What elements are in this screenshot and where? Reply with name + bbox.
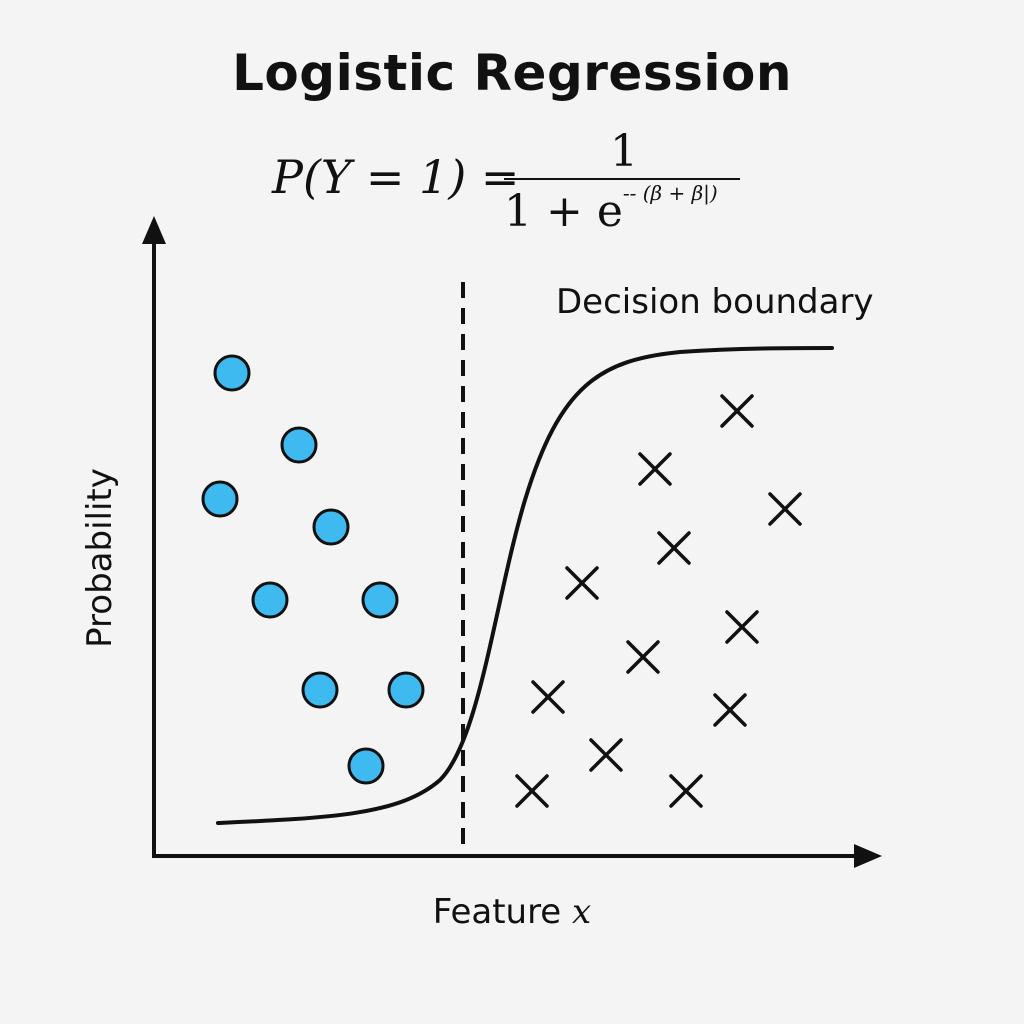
cross-point [638, 452, 672, 486]
circle-point [312, 508, 350, 546]
formula-numerator: 1 [610, 126, 638, 177]
formula-lhs: P(Y = 1) = [272, 150, 520, 204]
cross-stroke [720, 394, 754, 428]
formula-denominator: 1 + e-- (β + β|) [504, 181, 718, 237]
cross-point [531, 680, 565, 714]
sigmoid-curve [216, 346, 834, 825]
cross-point [720, 394, 754, 428]
diagram-title: Logistic Regression [232, 44, 792, 102]
cross-point [768, 492, 802, 526]
cross-point [515, 774, 549, 808]
cross-point [669, 774, 703, 808]
cross-stroke [713, 693, 747, 727]
cross-stroke [531, 680, 565, 714]
cross-stroke [768, 492, 802, 526]
cross-point [657, 531, 691, 565]
cross-point [589, 738, 623, 772]
cross-point [713, 693, 747, 727]
cross-stroke [565, 566, 599, 600]
circle-point [201, 480, 239, 518]
cross-stroke [626, 640, 660, 674]
class-0-points [201, 354, 425, 785]
cross-stroke [515, 774, 549, 808]
x-axis-label-text: Feature [432, 892, 562, 932]
circle-point [347, 747, 385, 785]
y-axis-arrow [142, 216, 166, 244]
cross-stroke [589, 738, 623, 772]
cross-point [565, 566, 599, 600]
x-axis-variable: x [572, 892, 592, 932]
circle-point [280, 426, 318, 464]
x-axis-arrow [854, 844, 882, 868]
decision-boundary-label: Decision boundary [556, 282, 874, 322]
cross-stroke [638, 452, 672, 486]
fraction-bar [504, 178, 740, 180]
circle-point [361, 581, 399, 619]
x-axis-label: Feature x [0, 892, 1024, 932]
circle-point [387, 671, 425, 709]
cross-stroke [657, 531, 691, 565]
cross-point [725, 610, 759, 644]
circle-point [251, 581, 289, 619]
class-1-points [515, 394, 802, 808]
circle-point [301, 671, 339, 709]
cross-stroke [725, 610, 759, 644]
cross-stroke [669, 774, 703, 808]
circle-point [213, 354, 251, 392]
formula-exponent: -- (β + β|) [622, 181, 718, 205]
y-axis-label: Probability [80, 468, 120, 648]
formula-denominator-base: 1 + e [504, 186, 623, 237]
cross-point [626, 640, 660, 674]
